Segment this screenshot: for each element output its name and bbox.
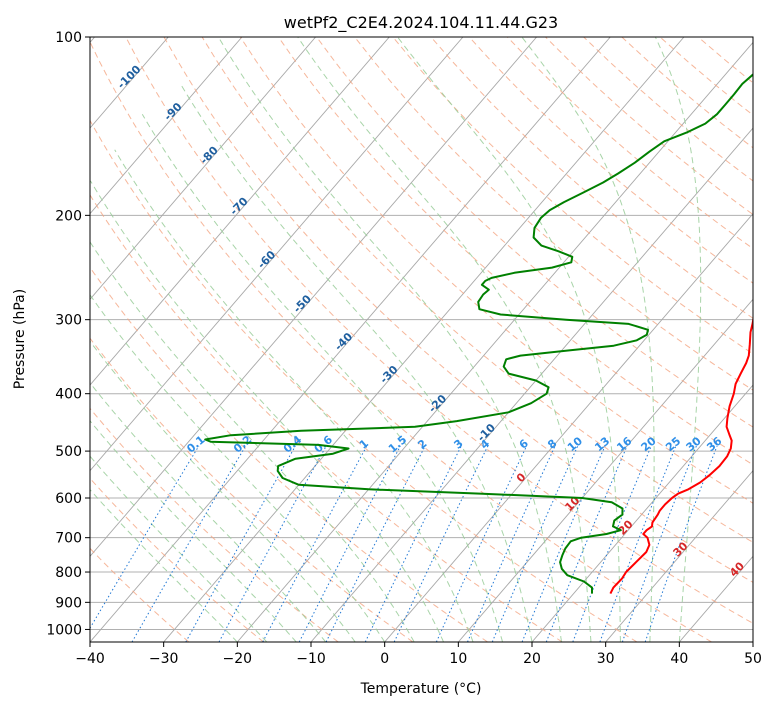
chart-title: wetPf2_C2E4.2024.104.11.44.G23 (284, 13, 558, 33)
mixing-ratio-line (393, 445, 489, 642)
dry-adiabat-line (90, 40, 712, 642)
moist-adiabat-line (90, 294, 386, 642)
isotherm-line (531, 384, 753, 642)
dry-adiabat-line (163, 37, 753, 583)
y-tick-label: 800 (55, 565, 82, 581)
dry-adiabat-line (90, 547, 190, 642)
x-tick-label: 10 (449, 651, 467, 667)
dry-adiabat-line (90, 407, 339, 642)
isotherm-line (457, 298, 753, 642)
x-tick-label: 0 (380, 651, 389, 667)
y-tick-label: 700 (55, 531, 82, 547)
dry-adiabat-line (239, 37, 753, 504)
x-tick-label: −20 (223, 651, 253, 667)
mixing-ratio-line (491, 445, 579, 642)
isotherm-line (310, 127, 753, 642)
mixing-ratio-line (364, 445, 462, 642)
isotherm-line (90, 37, 390, 386)
y-tick-label: 200 (55, 208, 82, 224)
dry-adiabat-line (90, 266, 488, 642)
mixing-ratio-line (467, 445, 556, 642)
x-tick-label: −40 (75, 651, 105, 667)
dry-adiabat-line (430, 37, 753, 319)
mixing-ratio-line (185, 445, 296, 642)
moist-adiabat-line (297, 37, 592, 642)
mixing-ratio-line (131, 445, 247, 642)
x-tick-label: −30 (149, 651, 179, 667)
y-tick-label: 600 (55, 491, 82, 507)
isotherm-line (90, 37, 537, 558)
dry-adiabat-line (90, 119, 638, 642)
y-axis-label: Pressure (hPa) (12, 289, 28, 389)
y-tick-label: 1000 (46, 622, 82, 638)
isotherm-line (605, 469, 753, 642)
isotherm-line (90, 37, 611, 642)
axes: −40 −30 −20 −10 0 10 20 30 40 50 100 200 300 400 500 60… (46, 30, 762, 667)
background-lines (90, 37, 753, 642)
dry-adiabat-line (392, 37, 753, 355)
temperature-profile-line (609, 315, 753, 595)
dewpoint-profile-line (204, 73, 753, 594)
x-axis-label: Temperature (°C) (360, 681, 482, 697)
isotherm-line (163, 37, 685, 642)
x-tick-label: 50 (744, 651, 762, 667)
profiles (204, 73, 753, 595)
dry-adiabat-line (90, 477, 264, 642)
isotherm-line (384, 213, 753, 642)
moist-adiabat-line (90, 340, 356, 642)
x-tick-label: 20 (523, 651, 541, 667)
dry-adiabat-line (201, 37, 753, 543)
dry-adiabat-line (90, 194, 563, 642)
moist-adiabat-line (397, 37, 621, 642)
moist-adiabat-line (521, 37, 655, 642)
y-tick-label: 100 (55, 30, 82, 46)
dry-adiabat-line (125, 37, 753, 624)
x-tick-label: 30 (597, 651, 615, 667)
x-tick-label: −10 (296, 651, 326, 667)
y-tick-label: 400 (55, 387, 82, 403)
dry-adiabat-line (90, 337, 414, 642)
mixing-ratio-line (644, 445, 718, 642)
mixing-ratio-line (218, 445, 327, 642)
isotherm-line (90, 37, 243, 215)
mixing-ratio-line (621, 445, 697, 642)
isotherm-line (90, 37, 316, 301)
mixing-ratio-line (599, 445, 677, 642)
plot-frame (89, 36, 754, 643)
dry-adiabat-line (316, 37, 753, 428)
moist-adiabat-line (90, 488, 238, 642)
mixing-ratio-line (90, 445, 200, 630)
moist-adiabat-line (90, 180, 445, 642)
dry-adiabat-line (354, 37, 753, 391)
x-tick-label: 40 (670, 651, 688, 667)
moist-adiabat-line (141, 113, 503, 642)
y-tick-label: 300 (55, 313, 82, 329)
moist-adiabat-line (114, 149, 474, 642)
y-tick-label: 900 (55, 595, 82, 611)
moist-adiabat-line (180, 83, 533, 642)
moist-adiabat-line (217, 37, 562, 642)
y-tick-label: 500 (55, 444, 82, 460)
moist-adiabat-line (90, 241, 415, 642)
isotherm-line (90, 37, 464, 472)
